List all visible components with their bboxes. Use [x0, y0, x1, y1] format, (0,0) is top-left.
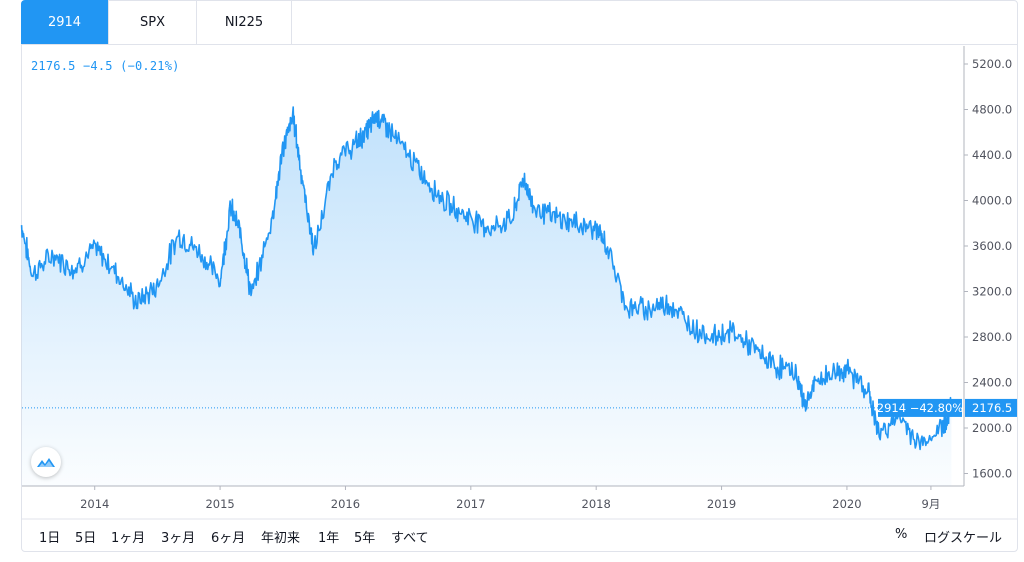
legend-change: −4.5 [83, 59, 113, 73]
price-legend: 2176.5 −4.5 (−0.21%) [31, 59, 180, 73]
y-tick-label: 3200.0 [972, 285, 1012, 299]
x-tick-label: 9月 [922, 497, 941, 511]
range-all-button[interactable]: すべて [391, 531, 429, 546]
x-tick-label: 2020 [832, 497, 861, 511]
price-line [20, 106, 953, 451]
range-1y-button[interactable]: 1年 [318, 531, 340, 546]
range-5y-button[interactable]: 5年 [354, 531, 376, 546]
y-tick-label: 4000.0 [972, 194, 1012, 208]
x-tick-label: 2019 [707, 497, 736, 511]
percent-toggle[interactable]: % [895, 527, 908, 542]
x-tick-label: 2018 [582, 497, 611, 511]
x-tick-label: 2017 [456, 497, 485, 511]
x-tick-label: 2014 [80, 497, 109, 511]
range-1m-button[interactable]: 1ヶ月 [111, 531, 146, 546]
y-tick-label: 4800.0 [972, 103, 1012, 117]
legend-price: 2176.5 [31, 59, 76, 73]
tradingview-cloud-icon[interactable] [31, 447, 61, 477]
y-tick-label: 3600.0 [972, 239, 1012, 253]
range-5d-button[interactable]: 5日 [75, 531, 97, 546]
range-ytd-button[interactable]: 年初来 [261, 531, 301, 546]
y-tick-label: 2400.0 [972, 376, 1012, 390]
bottom-toolbar: 1日 5日 1ヶ月 3ヶ月 6ヶ月 年初来 1年 5年 すべて % ログスケール [21, 519, 1018, 552]
y-tick-label: 5200.0 [972, 57, 1012, 71]
x-tick-label: 2016 [331, 497, 360, 511]
log-scale-toggle[interactable]: ログスケール [924, 531, 1003, 546]
y-tick-label: 4400.0 [972, 148, 1012, 162]
tab-spx[interactable]: SPX [109, 0, 197, 44]
y-tick-label: 2800.0 [972, 330, 1012, 344]
symbol-tabs: 2914 SPX NI225 [21, 0, 1018, 45]
tab-ni225[interactable]: NI225 [197, 0, 292, 44]
tab-2914[interactable]: 2914 [21, 0, 109, 44]
axis-price-label: 2176.5 [972, 401, 1012, 415]
price-area-fill [21, 107, 952, 486]
y-tick-label: 1600.0 [972, 467, 1012, 481]
range-6m-button[interactable]: 6ヶ月 [211, 531, 246, 546]
axis-price-label-bg [965, 398, 1017, 417]
series-pct-label-bg [878, 398, 962, 417]
series-pct-label: 2914 −42.80% [877, 401, 963, 415]
range-1d-button[interactable]: 1日 [39, 531, 61, 546]
y-tick-label: 2000.0 [972, 421, 1012, 435]
legend-change-pct: (−0.21%) [120, 59, 180, 73]
x-tick-label: 2015 [205, 497, 234, 511]
range-3m-button[interactable]: 3ヶ月 [161, 531, 196, 546]
